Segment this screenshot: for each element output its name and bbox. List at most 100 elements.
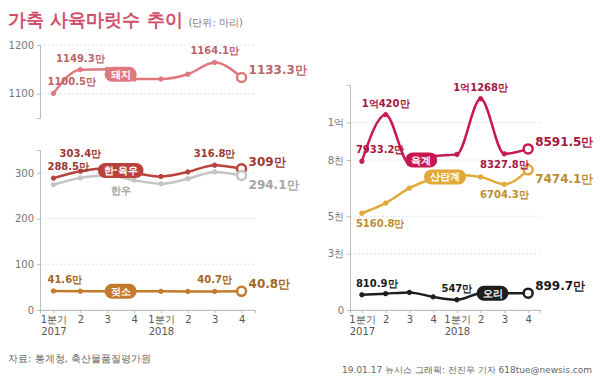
data-label: 303.4만 xyxy=(59,148,101,159)
point-marker xyxy=(159,289,163,293)
series-name: 젖소 xyxy=(111,286,131,297)
y-tick-label: 1200 xyxy=(9,40,34,51)
x-tick-line: 1분기 xyxy=(41,314,67,325)
end-marker xyxy=(524,144,533,153)
y-tick-mark xyxy=(347,160,350,161)
point-marker xyxy=(159,77,163,81)
x-tick: 2 xyxy=(78,310,84,325)
series-pill-bg xyxy=(98,163,144,178)
data-label: 1억1268만 xyxy=(453,82,508,93)
point-marker xyxy=(78,176,82,180)
data-label: 288.5만 xyxy=(47,161,89,172)
x-tick-mark xyxy=(53,310,54,313)
point-marker xyxy=(78,67,82,71)
x-tick-label: 4 xyxy=(239,314,245,325)
data-label: 547만 xyxy=(441,283,472,294)
x-tick-line: 1분기 xyxy=(444,314,470,325)
x-tick: 2 xyxy=(383,310,389,325)
data-label: 6704.3만 xyxy=(480,189,529,200)
y-tick-label: 0 xyxy=(338,305,344,316)
x-tick-mark xyxy=(107,310,108,313)
point-marker xyxy=(159,182,163,186)
x-tick: 4 xyxy=(239,310,245,325)
point-marker xyxy=(383,201,387,205)
x-axis: 1분기20172341분기2018234 xyxy=(41,310,256,337)
data-label: 8327.8만 xyxy=(480,159,529,170)
point-marker xyxy=(360,293,364,297)
series-name: 돼지 xyxy=(111,69,131,80)
x-tick-label: 3 xyxy=(212,314,218,325)
grid-line xyxy=(350,216,540,217)
grid xyxy=(350,123,540,311)
data-label: 7474.1만 xyxy=(535,172,593,186)
x-axis: 1분기20172341분기2018234 xyxy=(349,310,540,337)
series-pill-bg xyxy=(405,153,437,168)
end-marker xyxy=(237,73,246,82)
labels: 7933.2만1억420만1억1268만8327.8만8591.5만육계5160… xyxy=(356,82,594,301)
grid xyxy=(40,45,255,94)
series-name: 오리 xyxy=(483,288,503,299)
x-tick-label: 1분기2018 xyxy=(444,314,470,337)
y-axis: 1100 1200 xyxy=(9,40,41,119)
y-tick-label: 1100 xyxy=(9,88,34,99)
y-tick: 0 xyxy=(28,305,40,316)
x-tick: 1분기2017 xyxy=(41,310,67,337)
y-tick-mark xyxy=(37,264,40,265)
data-label: 309만 xyxy=(249,155,286,169)
series-pill: 오리 xyxy=(477,286,509,301)
series-line xyxy=(53,290,241,293)
labels: 1100.5만1149.3만1164.1만1133.3만돼지 xyxy=(47,45,306,87)
data-label: 7933.2만 xyxy=(356,144,405,155)
y-tick-mark xyxy=(37,45,40,46)
data-label: 1100.5만 xyxy=(47,76,96,87)
y-tick-label: 300 xyxy=(15,168,34,179)
y-tick-label: 100 xyxy=(15,259,34,270)
y-tick-label: 8천 xyxy=(328,155,344,166)
x-tick: 1분기2018 xyxy=(148,310,174,337)
data-label: 316.8만 xyxy=(194,148,236,159)
y-tick: 8천 xyxy=(328,155,350,166)
point-marker xyxy=(431,295,435,299)
x-axis-line xyxy=(41,311,256,314)
point-marker xyxy=(78,289,82,293)
point-marker xyxy=(455,152,459,156)
data-label: 40.8만 xyxy=(249,277,291,291)
grid-line xyxy=(40,93,255,94)
x-tick: 3 xyxy=(502,310,508,325)
series-name: 육계 xyxy=(411,155,431,166)
x-tick-label: 1분기2018 xyxy=(148,314,174,337)
y-tick-label: 5천 xyxy=(328,211,344,222)
data-label: 40.7만 xyxy=(197,274,232,285)
y-tick-mark xyxy=(37,310,40,311)
title: 가축 사육마릿수 추이 xyxy=(8,9,183,30)
point-marker xyxy=(407,290,411,294)
x-tick-line: 3 xyxy=(105,314,111,325)
x-tick-label: 2 xyxy=(478,314,484,325)
data-label: 810.9만 xyxy=(356,278,398,289)
x-tick: 3 xyxy=(212,310,218,325)
y-tick-label: 200 xyxy=(15,213,34,224)
x-tick: 1분기2018 xyxy=(444,310,470,337)
y-tick-label: 0 xyxy=(28,305,34,316)
series-pill: 육계 xyxy=(405,153,437,168)
x-tick-line: 3 xyxy=(502,314,508,325)
source: 자료: 통계청, 축산물품질평가원 xyxy=(8,353,151,364)
x-tick-mark xyxy=(215,310,216,313)
subtitle: (단위: 마리) xyxy=(189,17,243,28)
x-tick-label: 2 xyxy=(185,314,191,325)
point-marker xyxy=(186,289,190,293)
y-tick: 5천 xyxy=(328,211,350,222)
data-label: 899.7만 xyxy=(535,279,585,293)
x-tick-label: 3 xyxy=(407,314,413,325)
y-tick: 300 xyxy=(15,168,40,179)
y-tick: 1200 xyxy=(9,40,40,51)
x-tick-mark xyxy=(242,310,243,313)
point-marker xyxy=(51,183,55,187)
point-marker xyxy=(51,91,55,95)
x-tick-line: 1분기 xyxy=(148,314,174,325)
y-tick: 0 xyxy=(338,305,350,316)
end-marker xyxy=(524,289,533,298)
x-tick-mark xyxy=(386,310,387,313)
y-axis-line xyxy=(37,151,41,311)
point-marker xyxy=(478,97,482,101)
